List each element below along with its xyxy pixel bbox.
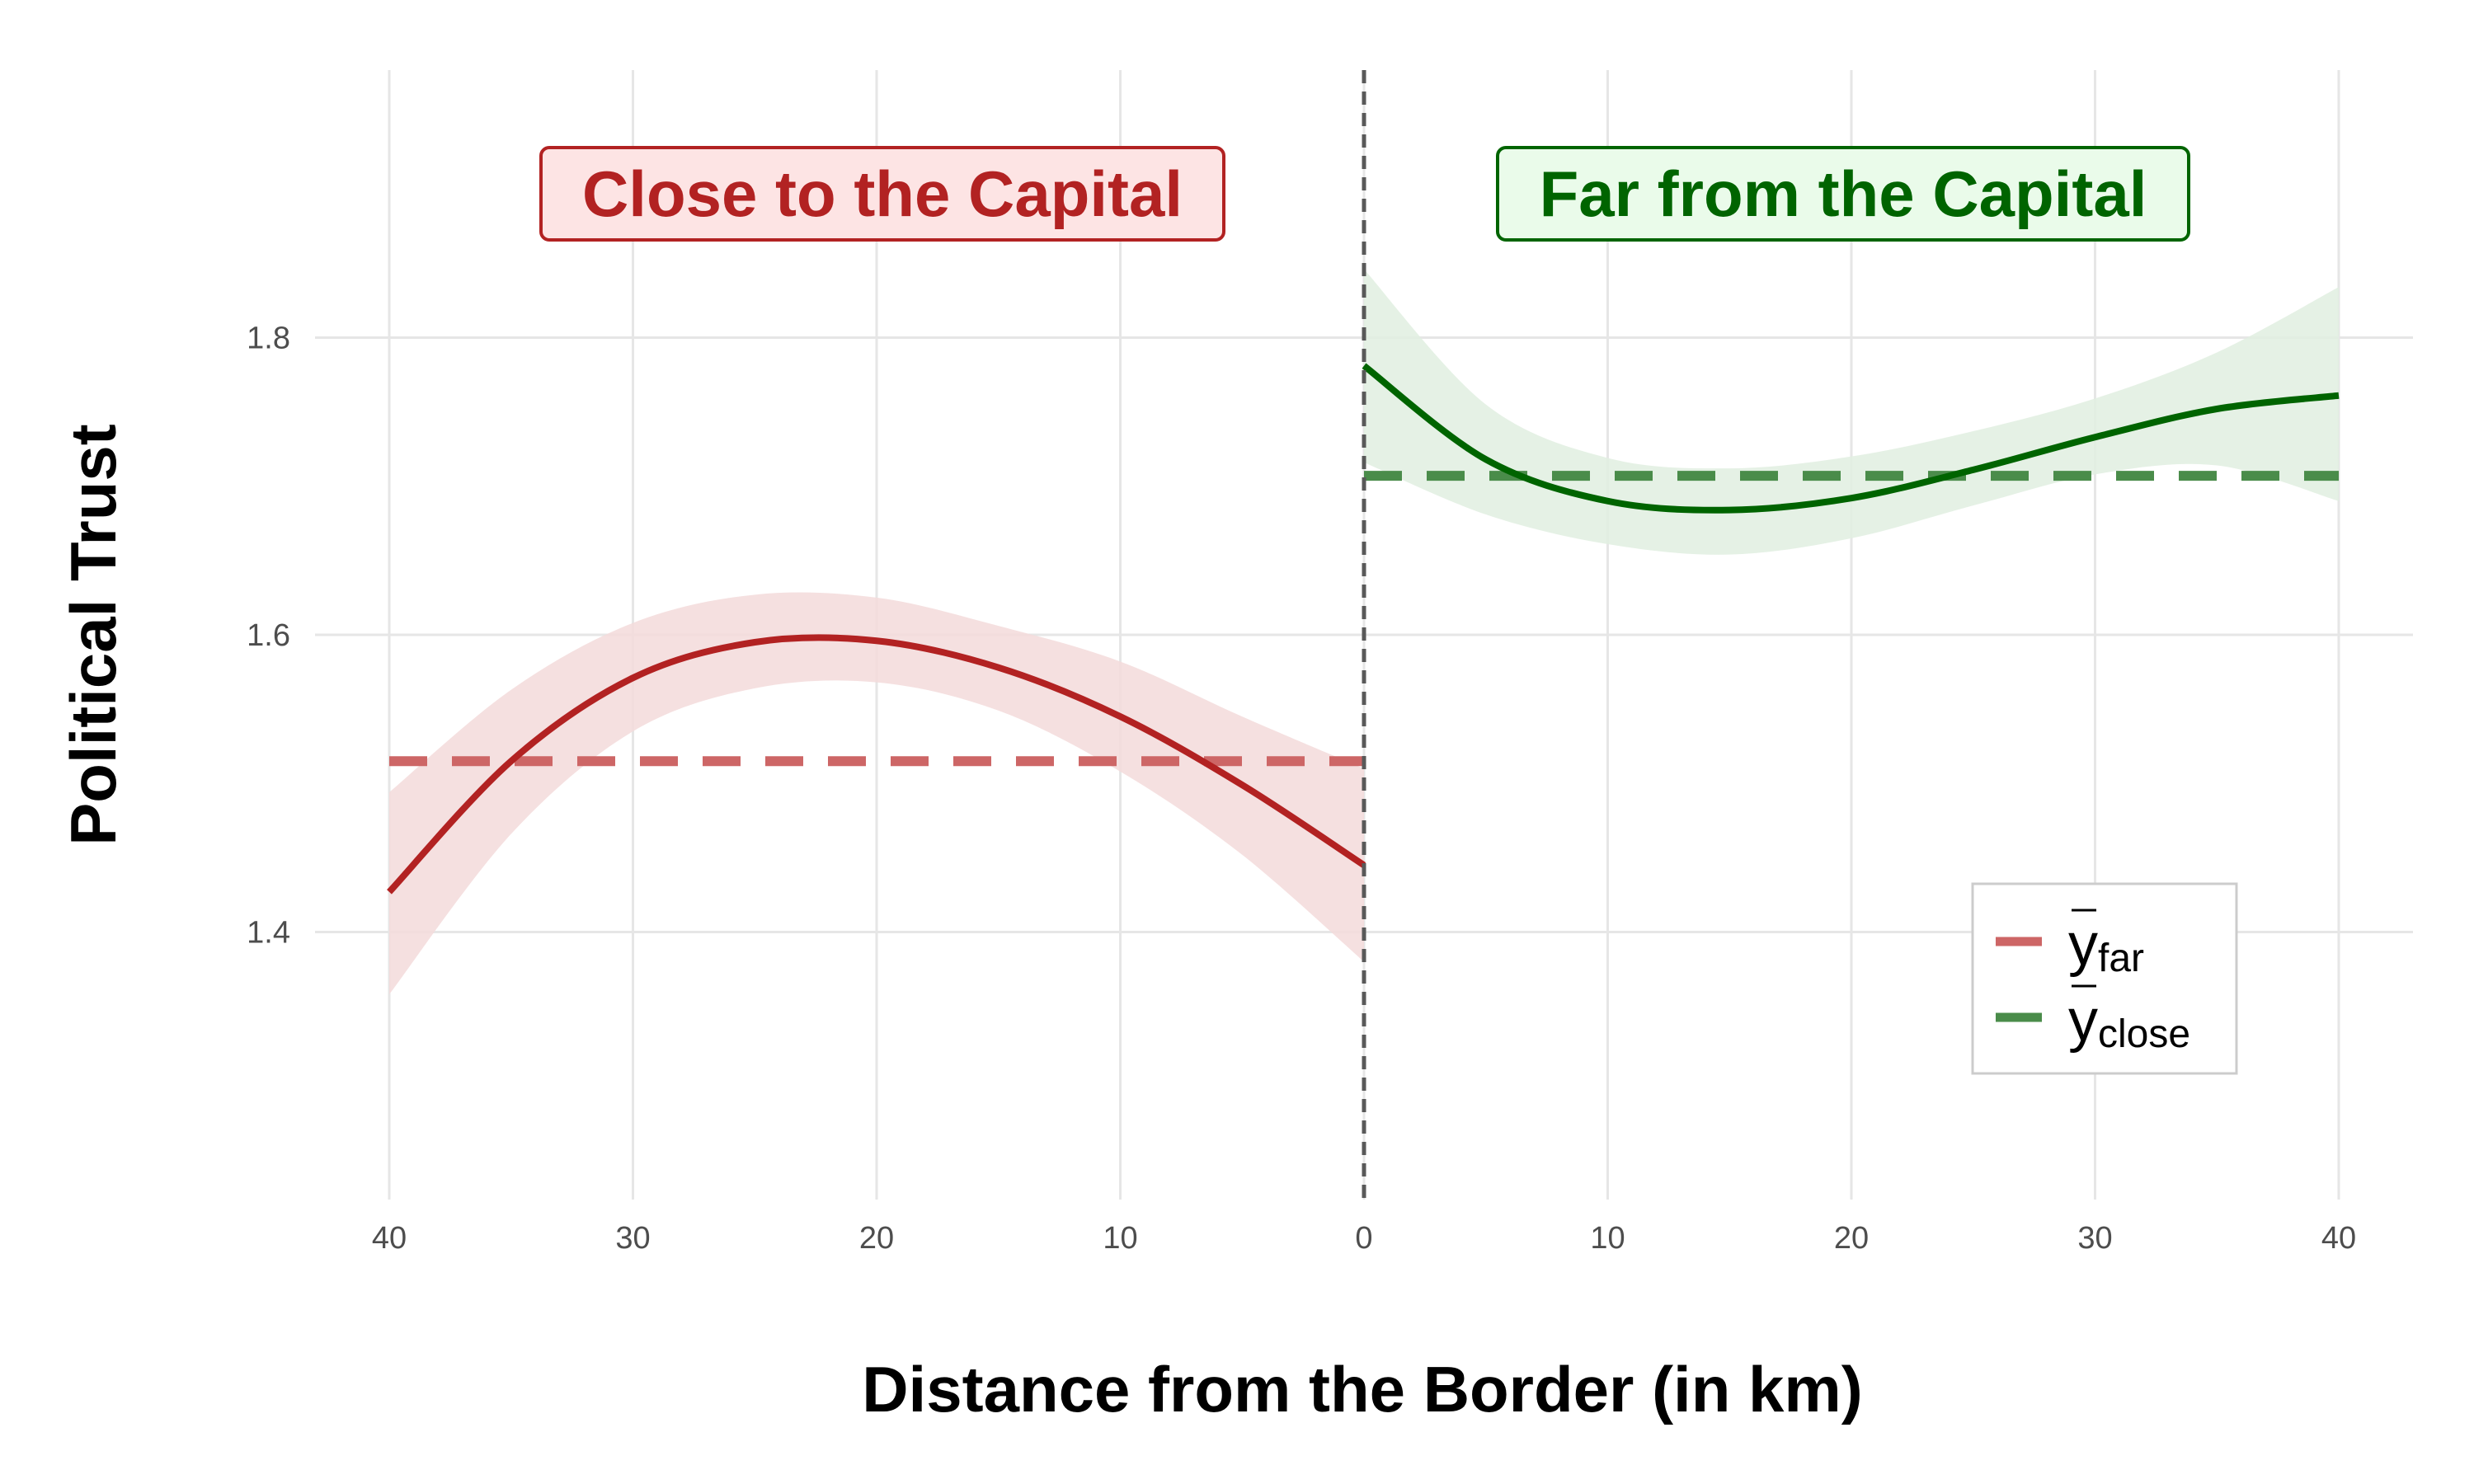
x-axis-title: Distance from the Border (in km) xyxy=(862,1353,1863,1425)
x-axis-ticks: 40 30 20 10 0 10 20 30 40 xyxy=(372,1221,2356,1256)
fit-lines xyxy=(387,363,2340,895)
y-tick-label: 1.6 xyxy=(247,618,290,653)
y-axis-title: Political Trust xyxy=(57,424,129,845)
x-tick-label: 40 xyxy=(372,1221,407,1256)
confidence-bands xyxy=(389,269,2339,995)
legend-label-close: yclose xyxy=(2068,988,2190,1056)
x-tick-label: 10 xyxy=(1103,1221,1137,1256)
fit-line-left xyxy=(387,634,1366,895)
confidence-band-right xyxy=(1364,269,2339,555)
y-tick-label: 1.8 xyxy=(247,321,290,355)
x-tick-label: 10 xyxy=(1590,1221,1625,1256)
x-tick-label: 0 xyxy=(1355,1221,1372,1256)
y-axis-ticks: 1.4 1.6 1.8 xyxy=(247,321,290,950)
y-tick-label: 1.4 xyxy=(247,916,290,951)
region-label-far-text: Far from the Capital xyxy=(1540,157,2147,230)
x-tick-label: 20 xyxy=(859,1221,894,1256)
legend: yfar yclose xyxy=(1971,882,2238,1075)
x-tick-label: 30 xyxy=(615,1221,650,1256)
x-tick-label: 30 xyxy=(2077,1221,2112,1256)
region-label-close-text: Close to the Capital xyxy=(582,157,1183,230)
region-label-close: Close to the Capital xyxy=(539,146,1225,242)
x-tick-label: 20 xyxy=(1834,1221,1869,1256)
legend-label-far: yfar xyxy=(2068,912,2144,980)
x-tick-label: 40 xyxy=(2321,1221,2356,1256)
fit-line-right xyxy=(1362,363,2340,514)
confidence-band-left xyxy=(389,592,1364,995)
region-label-far: Far from the Capital xyxy=(1496,146,2190,242)
